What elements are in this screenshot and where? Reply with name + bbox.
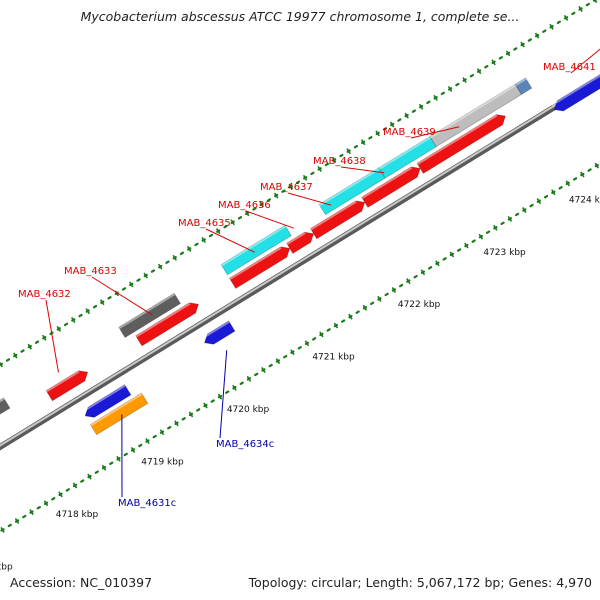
gene-mab4637[interactable] [309, 200, 366, 240]
gene-mab4635-outer[interactable] [220, 224, 292, 276]
gene-label-mab_4641[interactable]: MAB_4641 [543, 62, 596, 73]
gene-mab4631-outer[interactable] [0, 397, 11, 445]
inner-tick-ring [0, 162, 600, 533]
gene-label-mab_4638[interactable]: MAB_4638 [313, 156, 366, 167]
tick-label: 4724 kbp [569, 195, 600, 205]
gene-mab4631c[interactable] [89, 392, 149, 436]
gene-label-mab_4635[interactable]: MAB_4635 [178, 218, 231, 229]
tick-label: 4723 kbp [483, 248, 526, 258]
gene-mab4633[interactable] [135, 302, 200, 347]
map-title: Mycobacterium abscessus ATCC 19977 chrom… [80, 9, 520, 24]
gene-mab4634c[interactable] [201, 320, 236, 345]
summary-text: Topology: circular; Length: 5,067,172 bp… [248, 575, 592, 590]
tick-label: 4719 kbp [141, 458, 184, 468]
gene-label-mab_4634c[interactable]: MAB_4634c [216, 439, 274, 450]
tick-dots [0, 0, 600, 533]
outer-tick-ring [0, 0, 598, 368]
gene-mab4636[interactable] [286, 231, 315, 254]
gene-mab4638[interactable] [361, 166, 421, 208]
gene-mab4632[interactable] [45, 370, 89, 402]
label-leaders [45, 48, 600, 498]
tick-label: 4721 kbp [312, 353, 355, 363]
gene-label-mab_4631c[interactable]: MAB_4631c [118, 498, 176, 509]
tick-label: 4722 kbp [398, 300, 441, 310]
accession-text: Accession: NC_010397 [10, 575, 153, 590]
gene-mab4639[interactable] [416, 114, 506, 174]
gene-label-mab_4637[interactable]: MAB_4637 [260, 182, 313, 193]
gene-label-mab_4639[interactable]: MAB_4639 [383, 127, 436, 138]
gene-mab4639-tail[interactable] [514, 77, 533, 96]
gene-label-mab_4632[interactable]: MAB_4632 [18, 289, 71, 300]
gene-features [0, 50, 600, 445]
gene-mab4635[interactable] [228, 246, 291, 289]
gene-label-mab_4636[interactable]: MAB_4636 [218, 200, 271, 211]
tick-label: 4717 kbp [0, 562, 13, 572]
gene-mab4631c-small[interactable] [82, 384, 132, 418]
gene-mab4640c[interactable] [551, 50, 600, 112]
tick-label: 4718 kbp [56, 510, 99, 520]
tick-label: 4720 kbp [227, 405, 270, 415]
gene-label-mab_4633[interactable]: MAB_4633 [64, 266, 117, 277]
